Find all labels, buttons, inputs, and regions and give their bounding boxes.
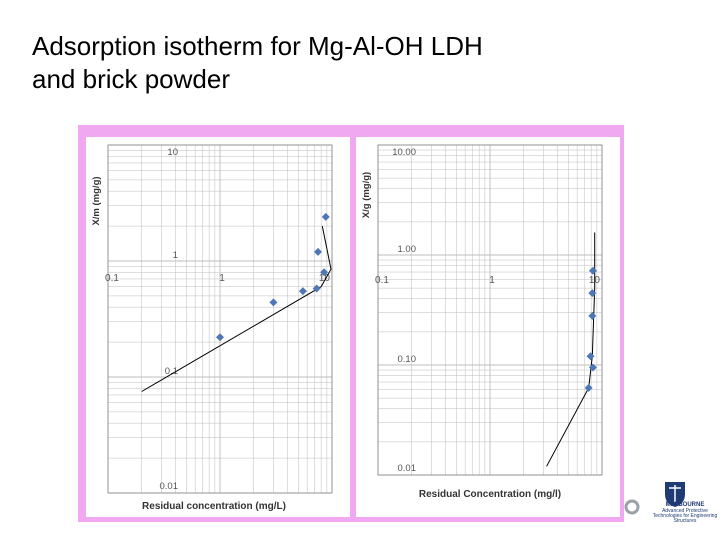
logo-line-2: Advanced Protective — [662, 508, 708, 514]
data-point — [314, 247, 323, 256]
y-tick-label: 0.01 — [160, 481, 179, 492]
plot-border — [107, 144, 333, 494]
right-chart-panel: 0.1 1 10 10.00 1.00 0.10 0.01 X/g (mg/g) Residua… — [356, 137, 620, 517]
y-tick-label: 10.00 — [392, 147, 416, 158]
y-tick-label: 10 — [167, 147, 178, 158]
left-isotherm-chart: 0.1 1 10 10 1 0.1 0.01 X/m (mg/g) Residual conce… — [91, 144, 333, 512]
x-tick-label: 1 — [219, 273, 225, 284]
fit-line — [546, 232, 596, 467]
data-point — [320, 268, 329, 277]
logo-line-3: Technologies for Engineering — [652, 513, 718, 519]
y-axis-label: X/g (mg/g) — [361, 172, 372, 218]
university-logo: MELBOURNE Advanced Protective Technologi… — [650, 502, 720, 524]
x-tick-label: 0.1 — [105, 273, 119, 284]
data-point — [588, 289, 597, 298]
title-line-1: Adsorption isotherm for Mg-Al-OH LDH — [32, 31, 483, 61]
x-tick-label: 10 — [319, 273, 331, 284]
partner-logo-icon — [624, 499, 640, 515]
slide-title: Adsorption isotherm for Mg-Al-OH LDH and… — [32, 30, 692, 96]
data-point — [216, 333, 224, 342]
y-tick-label: 0.10 — [398, 354, 417, 365]
plot-border — [377, 144, 603, 476]
chart-frame: 0.1 1 10 10 1 0.1 0.01 X/m (mg/g) Residual conce… — [78, 125, 624, 522]
x-tick-label: 1 — [489, 275, 495, 286]
data-point — [588, 363, 597, 372]
data-point — [312, 284, 321, 293]
fit-line — [141, 226, 332, 392]
x-tick-label: 0.1 — [375, 275, 389, 286]
data-point — [586, 352, 595, 361]
y-axis-label: X/m (mg/g) — [91, 176, 102, 225]
university-crest-icon — [665, 482, 685, 507]
logo-line-4: Structures — [673, 518, 697, 524]
y-tick-label: 1.00 — [398, 244, 417, 255]
left-chart-panel: 0.1 1 10 10 1 0.1 0.01 X/m (mg/g) Residual conce… — [86, 137, 350, 517]
data-point — [588, 311, 597, 320]
data-point — [269, 298, 278, 307]
data-point — [588, 266, 597, 275]
data-point — [298, 287, 307, 296]
university-name: MELBOURNE — [665, 502, 705, 508]
y-tick-label: 1 — [173, 250, 178, 261]
y-tick-label: 0.01 — [398, 463, 417, 474]
data-point — [321, 212, 330, 221]
data-point — [584, 383, 593, 392]
x-axis-label: Residual concentration (mg/L) — [142, 501, 286, 512]
y-tick-label: 0.1 — [165, 366, 178, 377]
title-line-2: and brick powder — [32, 64, 230, 94]
x-axis-label: Residual Concentration (mg/l) — [419, 489, 561, 500]
